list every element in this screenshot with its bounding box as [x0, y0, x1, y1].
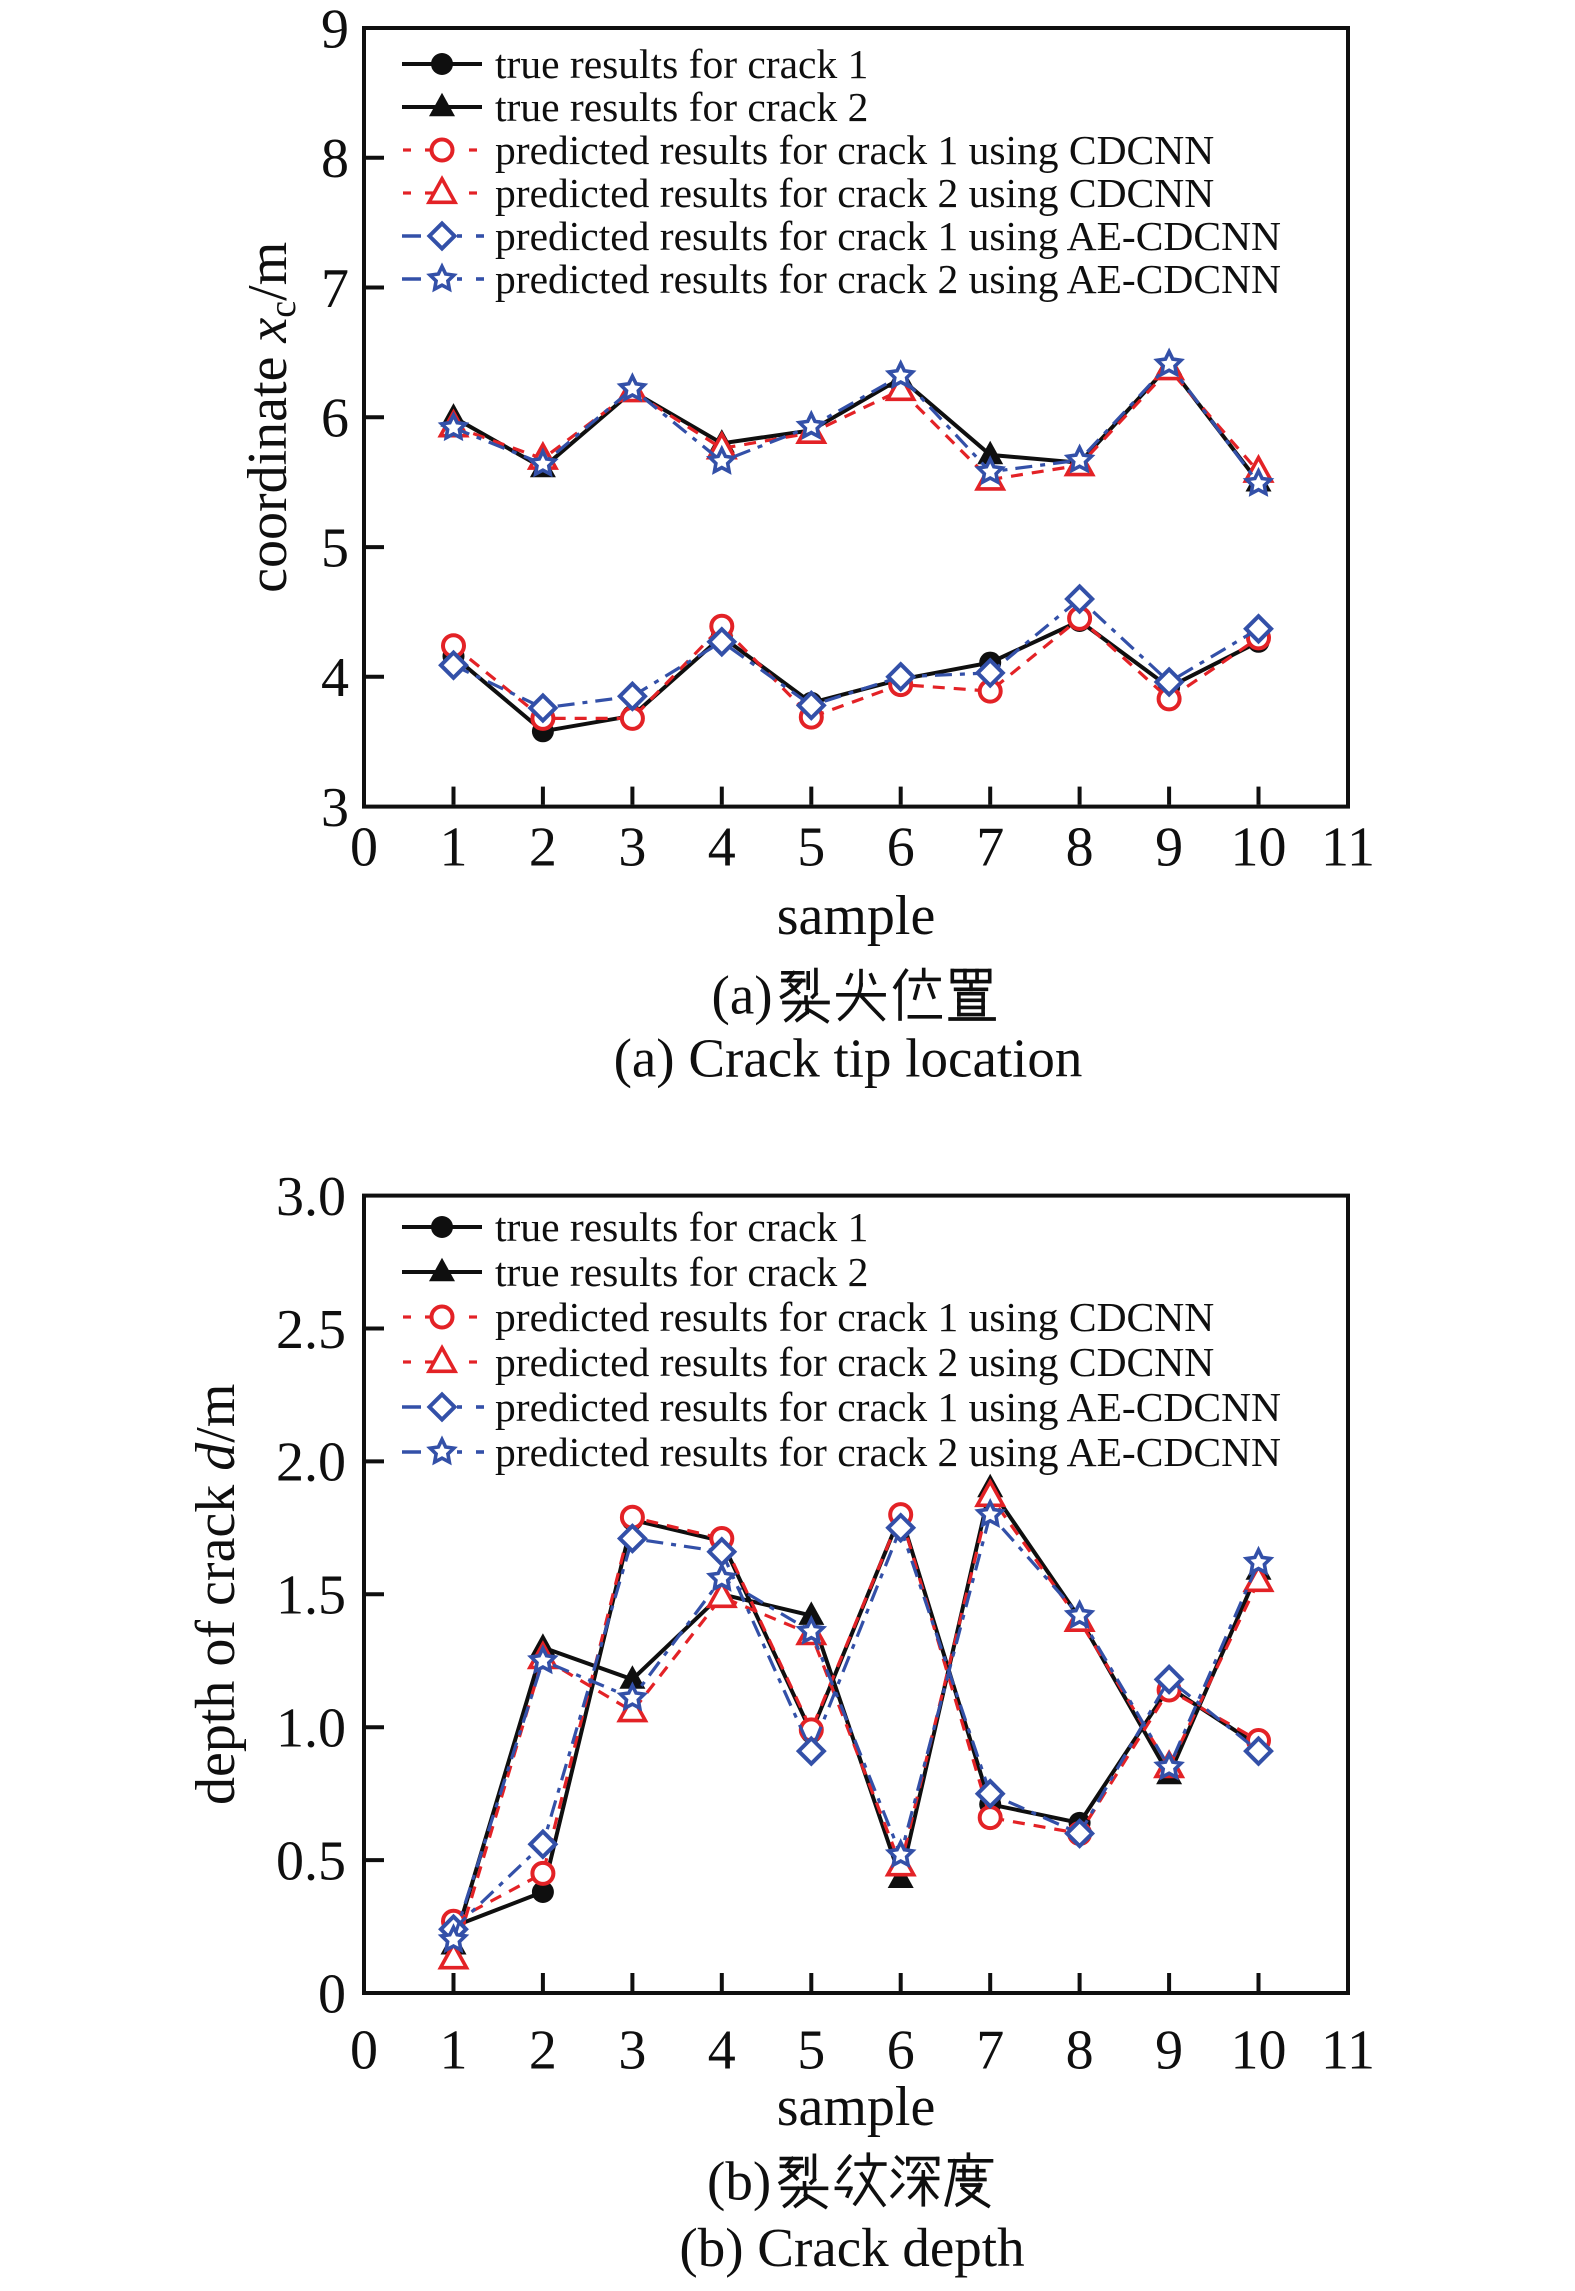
svg-text:sample: sample: [777, 2076, 936, 2138]
svg-text:11: 11: [1321, 817, 1375, 879]
svg-text:sample: sample: [777, 885, 936, 947]
svg-text:2.0: 2.0: [276, 1432, 346, 1494]
svg-text:8: 8: [1066, 2019, 1094, 2081]
svg-text:true results for crack 2: true results for crack 2: [495, 84, 868, 130]
svg-text:8: 8: [321, 128, 349, 190]
svg-text:6: 6: [887, 817, 915, 879]
svg-text:4: 4: [708, 817, 736, 879]
svg-text:(a) Crack tip location: (a) Crack tip location: [614, 1028, 1083, 1089]
svg-text:2.5: 2.5: [276, 1299, 346, 1361]
svg-text:true results for crack 1: true results for crack 1: [495, 1204, 868, 1250]
svg-text:4: 4: [321, 647, 349, 709]
svg-text:2: 2: [529, 2019, 557, 2081]
svg-text:true results for crack 1: true results for crack 1: [495, 41, 868, 87]
svg-text:(b): (b): [707, 2151, 771, 2212]
svg-text:9: 9: [1155, 2019, 1183, 2081]
svg-text:(a): (a): [712, 965, 773, 1026]
svg-text:9: 9: [321, 0, 349, 60]
svg-text:0: 0: [350, 2019, 378, 2081]
svg-text:coordinate xc/m: coordinate xc/m: [237, 242, 304, 593]
svg-text:predicted results for crack 1: predicted results for crack 1 using AE-C…: [495, 1384, 1281, 1430]
svg-text:0.5: 0.5: [276, 1830, 346, 1892]
svg-text:8: 8: [1066, 817, 1094, 879]
svg-text:9: 9: [1155, 817, 1183, 879]
svg-text:3.0: 3.0: [276, 1166, 346, 1228]
svg-text:predicted results for crack 1: predicted results for crack 1 using CDCN…: [495, 127, 1214, 173]
svg-text:1.0: 1.0: [276, 1698, 346, 1760]
svg-text:3: 3: [618, 817, 646, 879]
svg-text:4: 4: [708, 2019, 736, 2081]
svg-text:11: 11: [1321, 2019, 1375, 2081]
svg-text:predicted results for crack 2: predicted results for crack 2 using CDCN…: [495, 1339, 1214, 1385]
svg-text:2: 2: [529, 817, 557, 879]
svg-text:10: 10: [1231, 817, 1287, 879]
svg-text:(b) Crack depth: (b) Crack depth: [679, 2217, 1024, 2278]
svg-text:predicted results for crack 1: predicted results for crack 1 using CDCN…: [495, 1294, 1214, 1340]
svg-text:1.5: 1.5: [276, 1565, 346, 1627]
svg-text:predicted results for crack 2: predicted results for crack 2 using AE-C…: [495, 1429, 1281, 1475]
svg-text:true results for crack 2: true results for crack 2: [495, 1249, 868, 1295]
svg-text:0: 0: [318, 1963, 346, 2025]
svg-text:6: 6: [887, 2019, 915, 2081]
svg-text:6: 6: [321, 388, 349, 450]
svg-text:7: 7: [976, 2019, 1004, 2081]
svg-text:5: 5: [797, 817, 825, 879]
svg-text:predicted results for crack 2: predicted results for crack 2 using AE-C…: [495, 256, 1281, 302]
svg-text:predicted results for crack 2: predicted results for crack 2 using CDCN…: [495, 170, 1214, 216]
svg-text:depth of crack d/m: depth of crack d/m: [185, 1384, 247, 1805]
svg-text:1: 1: [440, 817, 468, 879]
svg-text:0: 0: [350, 817, 378, 879]
svg-text:predicted results for crack 1: predicted results for crack 1 using AE-C…: [495, 213, 1281, 259]
svg-text:3: 3: [321, 777, 349, 839]
svg-text:3: 3: [618, 2019, 646, 2081]
svg-text:5: 5: [797, 2019, 825, 2081]
svg-text:10: 10: [1231, 2019, 1287, 2081]
svg-text:7: 7: [976, 817, 1004, 879]
svg-text:5: 5: [321, 517, 349, 579]
svg-text:1: 1: [440, 2019, 468, 2081]
svg-text:7: 7: [321, 258, 349, 320]
